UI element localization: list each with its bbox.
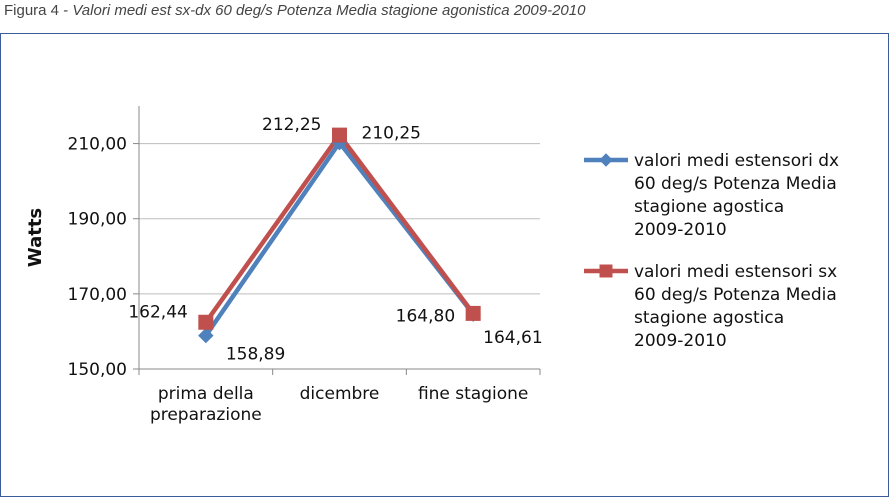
chart-frame: 150,00 170,00 190,00 210,00 prima della prepa… xyxy=(0,33,889,497)
data-point-2 xyxy=(198,314,214,330)
x-tick-label: prima della xyxy=(158,384,254,404)
legend-label: stagione agostica xyxy=(634,197,784,217)
legend-marker-2 xyxy=(599,264,613,278)
data-point-2 xyxy=(465,305,481,321)
legend-label: stagione agostica xyxy=(634,308,784,328)
y-tick-label: 150,00 xyxy=(68,360,127,380)
x-tick-label: fine stagione xyxy=(418,384,528,404)
data-label: 212,25 xyxy=(262,115,321,135)
legend-label: 60 deg/s Potenza Media xyxy=(634,285,837,305)
data-label: 210,25 xyxy=(362,124,421,144)
data-label: 164,80 xyxy=(396,306,455,326)
data-point-1 xyxy=(198,327,214,344)
caption-title: Valori medi est sx-dx 60 deg/s Potenza M… xyxy=(72,2,586,19)
legend-label: valori medi estensori sx xyxy=(634,262,837,282)
x-tick-label: preparazione xyxy=(150,405,262,425)
y-axis-label: Watts xyxy=(25,208,46,267)
figure-caption: Figura 4 - Valori medi est sx-dx 60 deg/… xyxy=(4,2,585,19)
caption-prefix: Figura 4 - xyxy=(4,2,73,19)
y-tick-label: 190,00 xyxy=(68,210,127,230)
x-tick-label: dicembre xyxy=(300,384,380,404)
legend-label: 2009-2010 xyxy=(634,331,727,351)
data-label: 158,89 xyxy=(226,345,285,365)
legend-label: 60 deg/s Potenza Media xyxy=(634,174,837,194)
data-label: 164,61 xyxy=(483,328,542,348)
y-tick-label: 170,00 xyxy=(68,285,127,305)
line-chart: 150,00 170,00 190,00 210,00 prima dellaprepa… xyxy=(25,106,839,425)
data-label: 162,44 xyxy=(128,302,187,322)
data-point-2 xyxy=(332,127,347,143)
legend-label: 2009-2010 xyxy=(634,220,727,240)
legend-label: valori medi estensori dx xyxy=(634,151,839,171)
legend-marker-1 xyxy=(599,153,613,167)
y-tick-label: 210,00 xyxy=(68,135,127,155)
